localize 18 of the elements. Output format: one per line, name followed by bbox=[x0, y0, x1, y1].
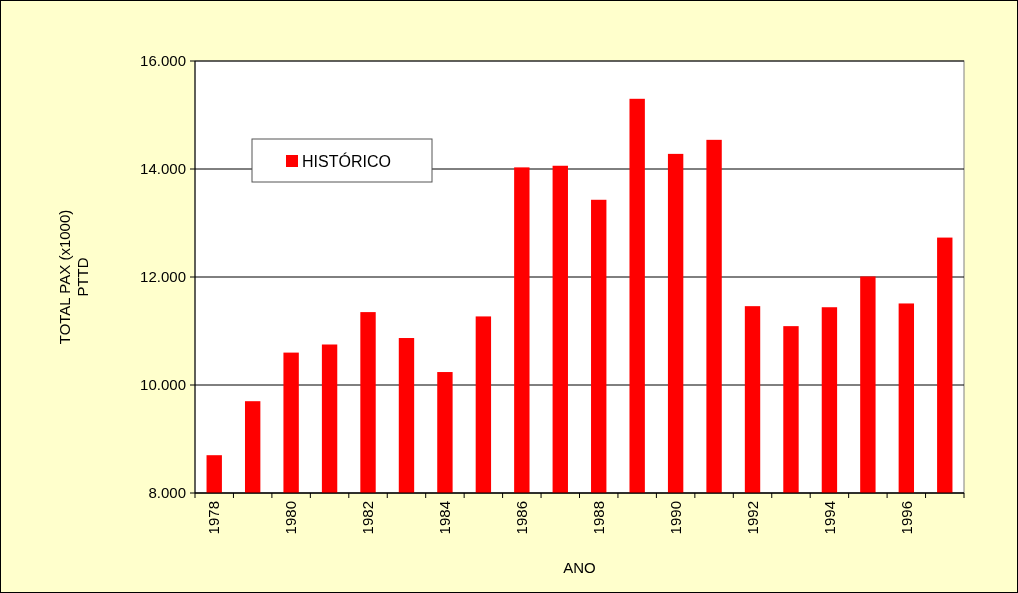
x-tick-label: 1994 bbox=[820, 501, 838, 535]
y-tick-label: 12.000 bbox=[140, 268, 186, 286]
x-tick-label: 1988 bbox=[589, 501, 607, 535]
legend-label: HISTÓRICO bbox=[302, 151, 391, 170]
x-axis-title: ANO bbox=[563, 559, 596, 576]
y-tick-label: 14.000 bbox=[140, 160, 186, 178]
x-tick-label: 1980 bbox=[282, 501, 300, 535]
y-tick-label: 16.000 bbox=[140, 52, 186, 70]
x-tick-label: 1996 bbox=[897, 501, 915, 535]
y-tick-label: 10.000 bbox=[140, 376, 186, 394]
x-tick-label: 1990 bbox=[666, 501, 684, 535]
x-tick-label: 1982 bbox=[359, 501, 377, 535]
x-tick-label: 1984 bbox=[436, 501, 454, 535]
x-tick-label: 1978 bbox=[205, 501, 223, 535]
x-tick-label: 1992 bbox=[743, 501, 761, 535]
y-tick-label: 8.000 bbox=[148, 484, 186, 502]
y-axis-title: TOTAL PAX (x1000) PTTD bbox=[56, 209, 91, 345]
x-tick-label: 1986 bbox=[513, 501, 531, 535]
